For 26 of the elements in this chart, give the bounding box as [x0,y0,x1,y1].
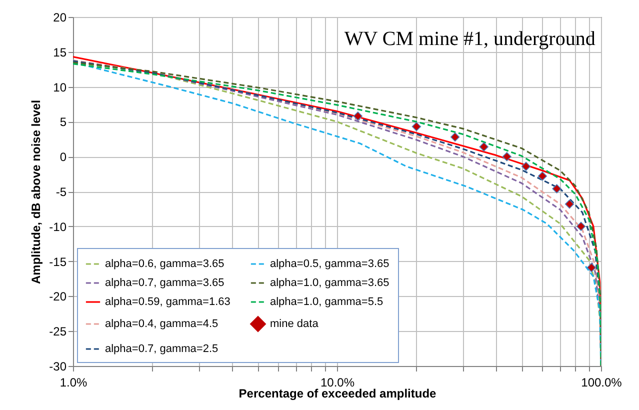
x-tick-label: 10.0% [320,376,355,390]
y-tick-label: -10 [49,220,67,234]
y-tick-label: -5 [56,185,67,199]
x-tick-label: 1.0% [60,376,88,390]
y-tick-label: 5 [60,115,67,130]
legend-label: alpha=0.6, gamma=3.65 [105,258,224,270]
y-tick-label: -15 [49,254,67,269]
y-tick-label: 0 [60,150,67,164]
y-tick-label: -25 [49,324,67,339]
y-axis-title: Amplitude, dB above noise level [29,100,44,284]
legend-label: mine data [270,318,320,330]
legend-label: alpha=0.7, gamma=2.5 [105,343,218,355]
y-tick-label: 10 [53,80,67,94]
legend-label: alpha=1.0, gamma=3.65 [270,277,390,289]
legend-label: alpha=1.0, gamma=5.5 [270,296,384,308]
y-tick-label: 20 [53,10,67,24]
y-tick-label: 15 [53,45,67,60]
x-tick-label: 100.0% [581,376,622,390]
legend-label: alpha=0.59, gamma=1.63 [105,296,230,308]
x-axis-title: Percentage of exceeded amplitude [238,386,437,400]
y-tick-label: -20 [49,290,67,304]
text: WV CM mine #1, underground [344,28,596,50]
legend-label: alpha=0.5, gamma=3.65 [270,258,390,270]
legend-label: alpha=0.7, gamma=3.65 [105,277,224,289]
y-tick-label: -30 [49,360,67,374]
legend-label: alpha=0.4, gamma=4.5 [105,318,218,330]
